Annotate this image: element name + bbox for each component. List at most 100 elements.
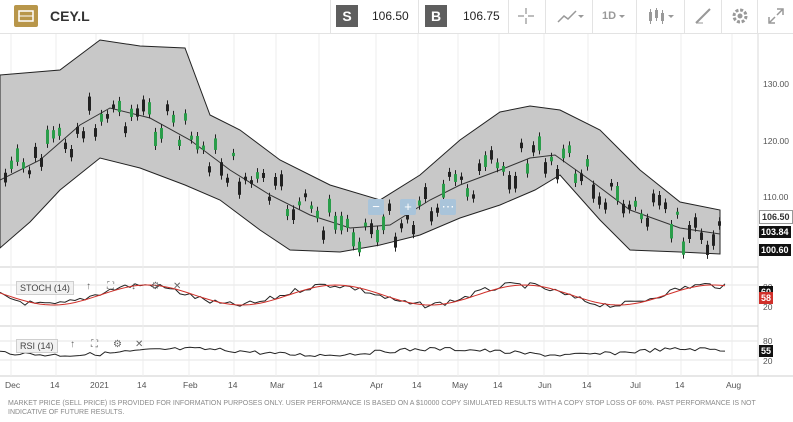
toolbar-divider [508,0,509,33]
candle-body [364,222,367,227]
toolbar-divider [684,0,685,33]
candle-body [670,223,673,239]
candle-body [478,163,481,172]
fullscreen-icon[interactable]: ⛶ [107,281,114,292]
buy-button[interactable]: B [425,5,447,27]
candle-body [88,96,91,111]
candle-body [34,146,37,158]
x-axis-label: 14 [412,380,422,390]
move-down-icon[interactable]: ↓ [131,281,136,292]
candle-body [658,195,661,206]
candle-body [64,142,67,150]
candle-body [262,172,265,178]
candle-body [400,223,403,229]
sell-price[interactable]: 106.50 [372,9,409,23]
candle-body [616,186,619,201]
candle-body [118,100,121,113]
fullscreen-icon[interactable]: ⛶ [91,339,98,350]
expand-icon[interactable] [766,3,786,29]
move-up-icon[interactable]: ↑ [86,281,91,292]
price-tick-label: 120.00 [763,136,789,146]
candle-body [40,157,43,167]
top-toolbar: CEY.L S 106.50 B 106.75 1D [0,0,793,34]
x-axis-label: Feb [183,380,198,390]
close-icon[interactable]: ✕ [173,281,182,292]
candle-body [424,187,427,200]
x-axis-label: Dec [5,380,21,390]
x-axis-label: 14 [313,380,323,390]
gear-icon[interactable]: ⚙ [151,281,160,292]
candle-body [448,171,451,177]
candle-body [370,223,373,235]
gear-icon[interactable]: ⚙ [113,339,122,350]
candle-body [526,163,529,174]
candle-body [520,142,523,149]
toolbar-divider [721,0,722,33]
buy-price[interactable]: 106.75 [463,9,500,23]
candle-body [592,184,595,199]
candlestick-icon[interactable] [646,3,676,29]
candle-body [544,162,547,174]
candle-body [112,104,115,109]
candle-body [190,135,193,140]
candle-body [298,201,301,206]
candle-body [22,162,25,169]
x-axis-label: 14 [582,380,592,390]
candle-body [454,174,457,182]
candle-body [676,211,679,215]
candle-body [106,114,109,119]
rsi-value-tag: 55 [759,345,774,357]
line-chart-icon[interactable] [556,3,586,29]
candle-body [244,176,247,181]
candle-body [556,169,559,180]
move-up-icon[interactable]: ↑ [70,339,75,350]
candle-body [46,129,49,144]
candle-body [130,108,133,117]
close-icon[interactable]: ✕ [135,339,144,350]
x-axis-label: 14 [137,380,147,390]
toolbar-divider [592,0,593,33]
candle-body [178,139,181,146]
candle-body [232,152,235,157]
candle-body [256,172,259,179]
candle-body [82,131,85,139]
price-chart[interactable] [0,34,793,396]
x-axis-label: Jul [630,380,641,390]
candle-body [238,181,241,195]
candle-body [490,150,493,160]
candle-body [250,180,253,184]
candle-body [382,216,385,231]
candle-body [394,236,397,248]
draw-icon[interactable] [693,3,713,29]
candle-body [388,203,391,211]
candle-body [622,203,625,214]
candle-body [70,149,73,158]
candle-body [346,218,349,228]
zoom-out-button[interactable]: − [368,199,384,215]
zoom-in-button[interactable]: + [400,199,416,215]
timeframe-dropdown[interactable]: 1D [602,3,628,29]
candle-body [598,196,601,205]
crosshair-icon[interactable] [516,3,536,29]
candle-body [718,221,721,226]
candle-body [418,200,421,206]
stoch-label[interactable]: STOCH (14) [16,281,74,295]
share-icon[interactable]: ⋯ [440,199,456,215]
candle-body [220,162,223,176]
candle-body [310,205,313,209]
candle-body [76,126,79,134]
candle-body [268,196,271,201]
gear-icon[interactable] [730,3,750,29]
rsi-label[interactable]: RSI (14) [16,339,58,353]
candle-body [634,200,637,207]
candle-body [496,162,499,169]
candle-body [52,130,55,139]
candle-body [406,212,409,220]
candle-body [280,174,283,187]
candle-body [460,176,463,180]
sell-button[interactable]: S [336,5,358,27]
instrument-symbol: CEY.L [50,8,90,24]
candle-body [706,244,709,255]
rsi-line [0,346,726,358]
candle-body [664,202,667,210]
